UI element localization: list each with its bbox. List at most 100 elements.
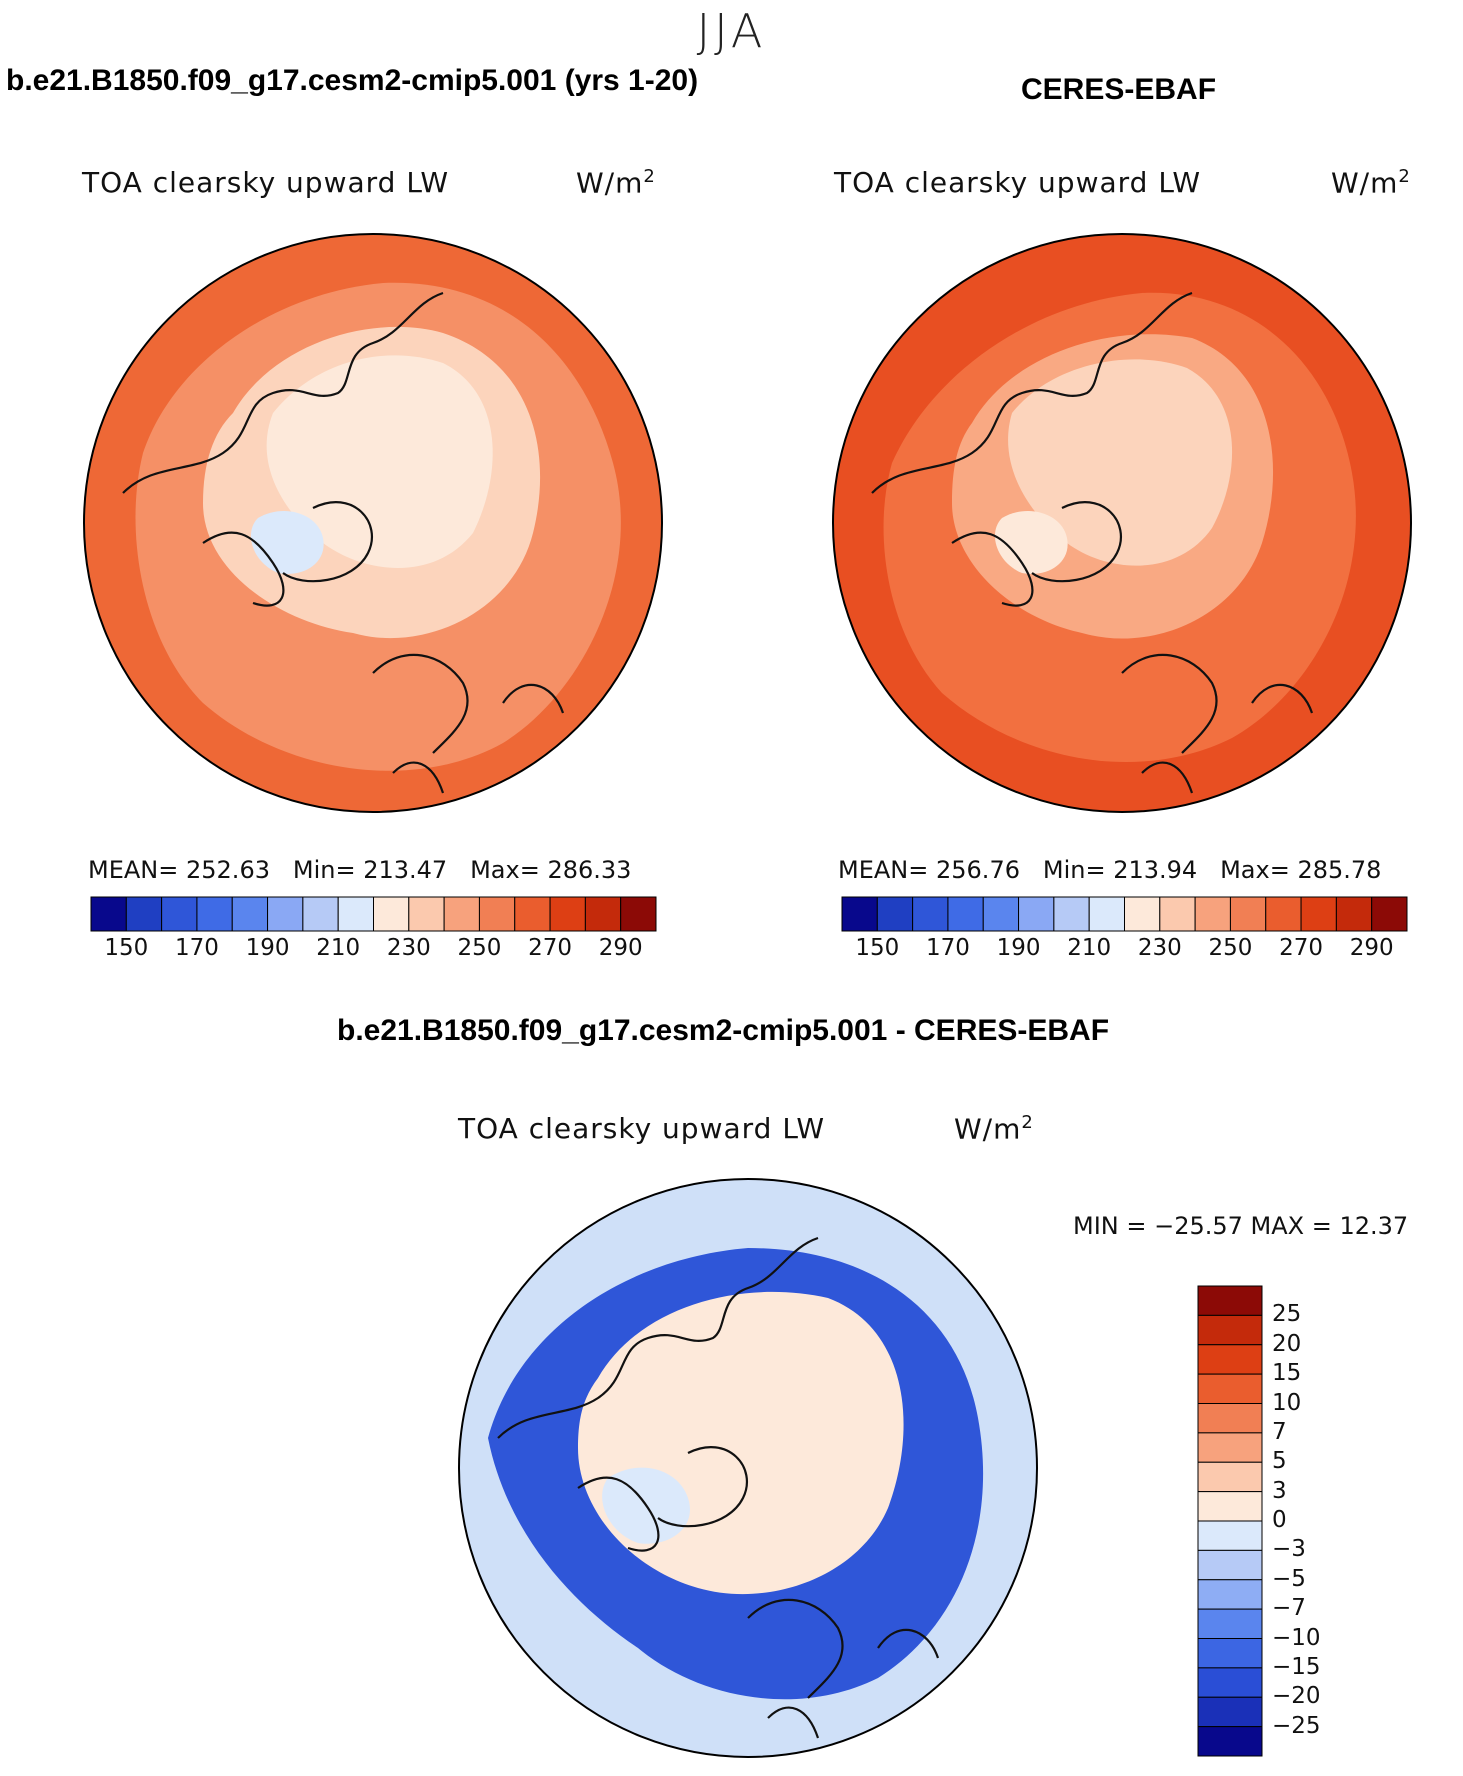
colorbar-swatch (1197, 1608, 1263, 1639)
colorbar-swatch (947, 896, 984, 932)
colorbar-swatch (125, 896, 163, 932)
colorbar-swatch (443, 896, 480, 932)
colorbar-tick-label: 10 (1272, 1389, 1302, 1416)
colorbar-tick-label: 25 (1272, 1301, 1302, 1328)
colorbar-tick-label: 20 (1272, 1330, 1302, 1357)
model-units-label: W/m2 (576, 166, 656, 200)
ceres-stats: MEAN= 256.76 Min= 213.94 Max= 285.78 (838, 856, 1382, 884)
colorbar-tick-label: 290 (1349, 935, 1394, 961)
colorbar-tick-label: −7 (1272, 1595, 1306, 1622)
colorbar-tick-label: 150 (855, 935, 900, 961)
colorbar-swatch (1197, 1491, 1263, 1522)
colorbar-tick-label: 270 (528, 935, 573, 961)
model-panel-header: b.e21.B1850.f09_g17.cesm2-cmip5.001 (yrs… (6, 64, 699, 97)
greenland-core (994, 510, 1068, 574)
colorbar-swatch (1018, 896, 1055, 932)
colorbar-swatch (231, 896, 269, 932)
model-variable-label: TOA clearsky upward LW (82, 166, 450, 199)
colorbar-tick-label: −15 (1272, 1653, 1321, 1680)
colorbar-swatch (1194, 896, 1231, 932)
colorbar-tick-label: 210 (316, 935, 361, 961)
colorbar-tick-label: 190 (245, 935, 290, 961)
colorbar-swatch (1197, 1432, 1263, 1463)
colorbar-tick-label: 170 (925, 935, 970, 961)
season-title: JJA (696, 4, 767, 58)
colorbar-tick-label: 7 (1272, 1418, 1287, 1445)
colorbar-swatch (912, 896, 949, 932)
ceres-colorbar-ticks: 150 170 190 210 230 250 270 290 (842, 935, 1407, 965)
coastline (871, 291, 1314, 794)
colorbar-swatch (841, 896, 878, 932)
difference-header: b.e21.B1850.f09_g17.cesm2-cmip5.001 - CE… (337, 1014, 1110, 1047)
map-fill-core (1008, 359, 1233, 566)
colorbar-swatch (161, 896, 198, 932)
colorbar-swatch (1197, 1579, 1263, 1610)
colorbar-swatch (982, 896, 1020, 932)
colorbar-swatch (90, 896, 127, 932)
colorbar-swatch (1197, 1285, 1263, 1316)
map-fill-core (266, 355, 493, 568)
colorbar-tick-label: 5 (1272, 1448, 1287, 1475)
colorbar-swatch (1197, 1549, 1263, 1581)
colorbar-swatch (1197, 1373, 1263, 1404)
coastline (122, 291, 565, 794)
colorbar-tick-label: 210 (1067, 935, 1112, 961)
colorbar-swatch (876, 896, 914, 932)
colorbar-swatch (1197, 1520, 1263, 1551)
ceres-panel-header: CERES-EBAF (1021, 73, 1217, 106)
difference-polar-map (458, 1178, 1038, 1758)
difference-colorbar-ticks: 25 20 15 10 7 5 3 0 −3 −5 −7 −10 −15 −20 −25 (1272, 1286, 1362, 1756)
ceres-polar-map (832, 233, 1412, 813)
colorbar-tick-label: 0 (1272, 1507, 1287, 1533)
colorbar-swatch (478, 896, 516, 932)
colorbar-tick-label: 150 (104, 935, 149, 961)
colorbar-tick-label: 250 (457, 935, 502, 961)
colorbar-tick-label: −5 (1272, 1565, 1306, 1592)
model-colorbar-ticks: 150 170 190 210 230 250 270 290 (91, 935, 656, 965)
difference-minmax: MIN = −25.57 MAX = 12.37 (1073, 1212, 1409, 1240)
colorbar-swatch (196, 896, 233, 932)
colorbar-tick-label: 170 (174, 935, 219, 961)
colorbar-swatch (514, 896, 551, 932)
ceres-units-label: W/m2 (1331, 166, 1411, 200)
colorbar-swatch (1197, 1696, 1263, 1728)
colorbar-swatch (1371, 896, 1408, 932)
colorbar-swatch (1229, 896, 1267, 932)
difference-units-label: W/m2 (954, 1112, 1034, 1146)
colorbar-tick-label: 290 (598, 935, 643, 961)
colorbar-swatch (1197, 1344, 1263, 1375)
colorbar-tick-label: 270 (1279, 935, 1324, 961)
colorbar-swatch (1053, 896, 1090, 932)
colorbar-tick-label: −20 (1272, 1683, 1321, 1710)
colorbar-swatch (584, 896, 622, 932)
colorbar-swatch (1300, 896, 1337, 932)
ceres-colorbar (841, 896, 1408, 932)
colorbar-tick-label: 230 (386, 935, 431, 961)
model-colorbar (90, 896, 657, 932)
colorbar-swatch (373, 896, 410, 932)
colorbar-tick-label: 190 (996, 935, 1041, 961)
colorbar-swatch (1197, 1403, 1263, 1434)
colorbar-swatch (337, 896, 374, 932)
coastline (497, 1236, 940, 1739)
model-polar-map (83, 233, 663, 813)
colorbar-swatch (267, 896, 304, 932)
colorbar-swatch (1265, 896, 1302, 932)
colorbar-tick-label: −10 (1272, 1624, 1321, 1651)
colorbar-tick-label: 230 (1137, 935, 1182, 961)
colorbar-swatch (620, 896, 657, 932)
colorbar-swatch (549, 896, 586, 932)
colorbar-swatch (1088, 896, 1125, 932)
colorbar-tick-label: 250 (1208, 935, 1253, 961)
colorbar-tick-label: 3 (1272, 1477, 1287, 1504)
colorbar-swatch (1159, 896, 1196, 932)
colorbar-tick-label: −25 (1272, 1712, 1321, 1739)
colorbar-swatch (1197, 1461, 1263, 1493)
ceres-variable-label: TOA clearsky upward LW (834, 166, 1202, 199)
colorbar-swatch (408, 896, 445, 932)
difference-colorbar (1197, 1285, 1263, 1757)
colorbar-swatch (1197, 1638, 1263, 1669)
colorbar-swatch (1197, 1726, 1263, 1757)
difference-variable-label: TOA clearsky upward LW (458, 1112, 826, 1145)
colorbar-tick-label: 15 (1272, 1360, 1302, 1387)
